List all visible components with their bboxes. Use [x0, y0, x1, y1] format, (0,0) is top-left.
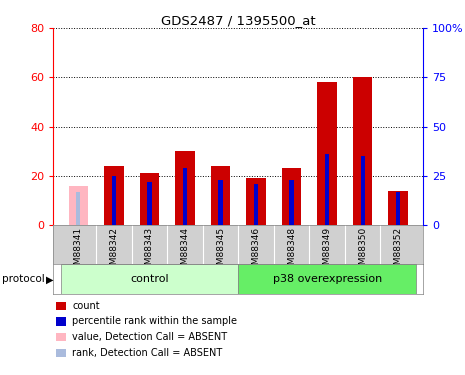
Text: rank, Detection Call = ABSENT: rank, Detection Call = ABSENT — [72, 348, 222, 358]
Bar — [183, 168, 187, 225]
Text: GSM88349: GSM88349 — [323, 227, 332, 276]
Bar — [239, 264, 416, 294]
Bar — [219, 180, 223, 225]
Bar — [60, 264, 239, 294]
Bar — [388, 190, 408, 225]
Text: GSM88343: GSM88343 — [145, 227, 154, 276]
Text: GSM88342: GSM88342 — [109, 227, 119, 276]
Bar — [147, 182, 152, 225]
Bar — [76, 192, 80, 225]
Text: protocol: protocol — [2, 274, 45, 284]
Text: GSM88341: GSM88341 — [74, 227, 83, 276]
Bar — [104, 166, 124, 225]
Bar — [140, 173, 159, 225]
Title: GDS2487 / 1395500_at: GDS2487 / 1395500_at — [161, 14, 316, 27]
Text: ▶: ▶ — [46, 274, 53, 284]
Bar — [175, 151, 195, 225]
Text: GSM88346: GSM88346 — [252, 227, 260, 276]
Text: control: control — [130, 274, 169, 284]
Text: GSM88352: GSM88352 — [394, 227, 403, 276]
Text: GSM88345: GSM88345 — [216, 227, 225, 276]
Bar — [325, 154, 329, 225]
Text: GSM88344: GSM88344 — [180, 227, 190, 276]
Text: percentile rank within the sample: percentile rank within the sample — [72, 316, 237, 326]
Bar — [290, 180, 294, 225]
Text: GSM88348: GSM88348 — [287, 227, 296, 276]
Bar — [211, 166, 230, 225]
Text: GSM88350: GSM88350 — [358, 227, 367, 276]
Bar — [282, 168, 301, 225]
Bar — [246, 178, 266, 225]
Text: count: count — [72, 301, 100, 310]
Bar — [68, 186, 88, 225]
Text: value, Detection Call = ABSENT: value, Detection Call = ABSENT — [72, 332, 227, 342]
Bar — [112, 176, 116, 225]
Bar — [396, 192, 400, 225]
Bar — [353, 77, 372, 225]
Text: p38 overexpression: p38 overexpression — [272, 274, 382, 284]
Bar — [254, 184, 258, 225]
Bar — [318, 82, 337, 225]
Bar — [360, 156, 365, 225]
